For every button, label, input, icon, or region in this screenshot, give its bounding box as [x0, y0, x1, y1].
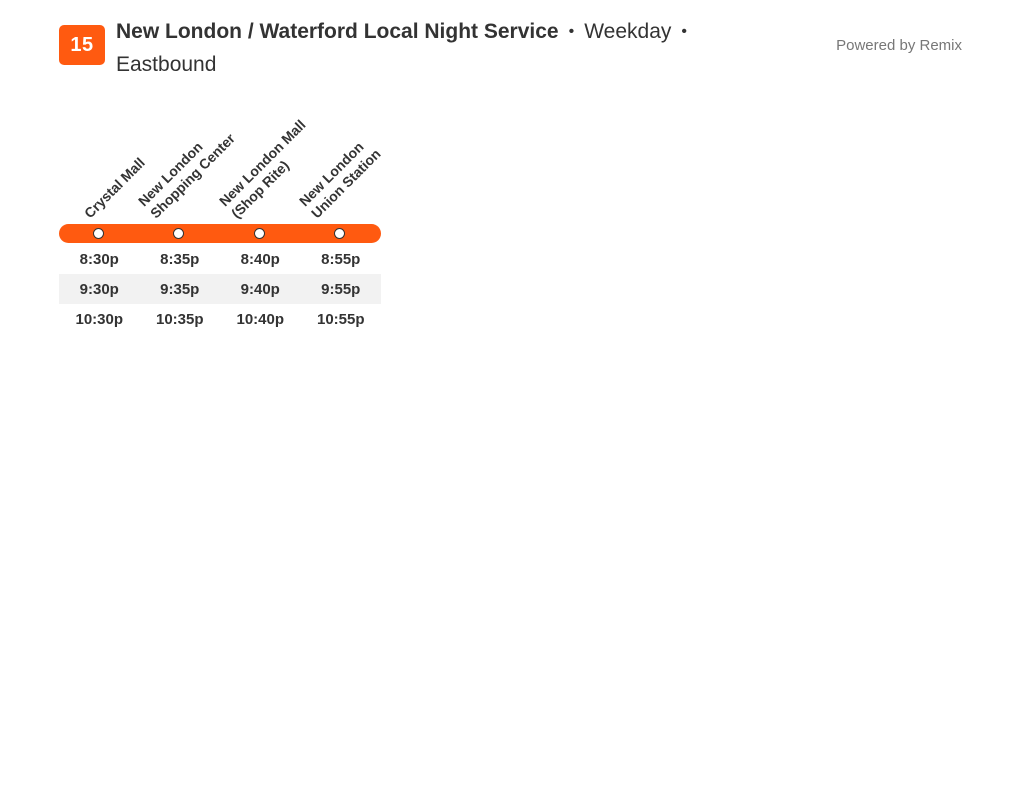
time-cell: 9:35p: [160, 280, 200, 298]
route-title: New London / Waterford Local Night Servi…: [116, 15, 756, 81]
direction: Eastbound: [116, 53, 217, 76]
time-cell: 8:40p: [240, 250, 280, 268]
stop-dot-icon: [173, 228, 184, 239]
timetable: 8:30p 8:35p 8:40p 8:55p 9:30p 9:35p 9:40…: [59, 244, 381, 334]
time-cell: 9:40p: [240, 280, 280, 298]
time-cell: 8:30p: [79, 250, 119, 268]
table-row: 9:30p 9:35p 9:40p 9:55p: [59, 274, 381, 304]
route-number-badge: 15: [59, 25, 105, 65]
stop-headers: Crystal Mall New London Shopping Center …: [59, 100, 389, 222]
stop-dot-icon: [334, 228, 345, 239]
time-cell: 9:55p: [321, 280, 361, 298]
time-cell: 10:35p: [155, 310, 204, 328]
table-row: 8:30p 8:35p 8:40p 8:55p: [59, 244, 381, 274]
time-cell: 10:40p: [236, 310, 285, 328]
powered-by-remix: Powered by Remix: [836, 37, 962, 54]
title-separator: •: [568, 23, 575, 40]
route-line-bar: [59, 224, 381, 243]
stop-dot-icon: [254, 228, 265, 239]
time-cell: 8:35p: [160, 250, 200, 268]
route-name: New London / Waterford Local Night Servi…: [116, 20, 559, 43]
time-cell: 10:55p: [316, 310, 365, 328]
time-cell: 9:30p: [79, 280, 119, 298]
stop-label-new-london-shopping-center: New London Shopping Center: [135, 118, 239, 222]
title-separator: •: [681, 23, 687, 40]
time-cell: 10:30p: [75, 310, 124, 328]
time-cell: 8:55p: [321, 250, 361, 268]
table-row: 10:30p 10:35p 10:40p 10:55p: [59, 304, 381, 334]
stop-label-line: Crystal Mall: [80, 154, 148, 222]
stop-dot-icon: [93, 228, 104, 239]
stop-label-crystal-mall: Crystal Mall: [81, 154, 149, 222]
service-day: Weekday: [584, 20, 672, 43]
